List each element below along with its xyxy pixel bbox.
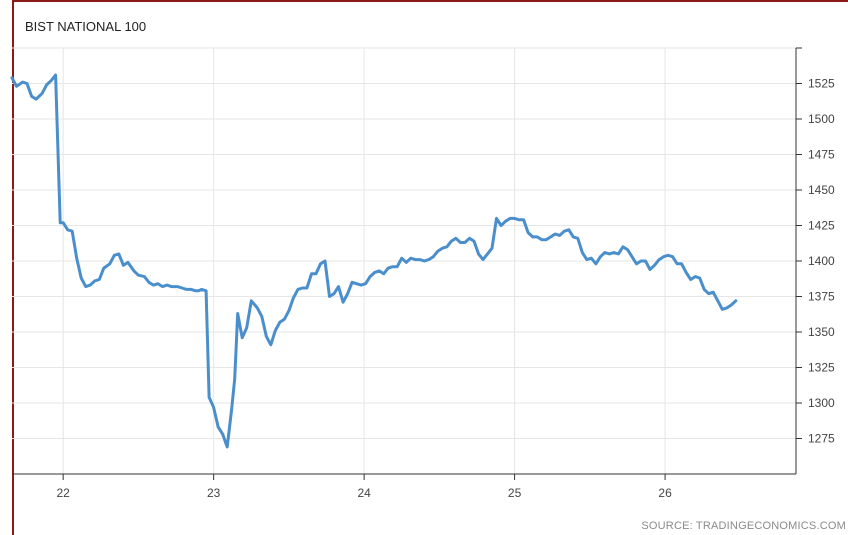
y-tick-label: 1350 [808, 325, 835, 339]
y-tick-label: 1325 [808, 361, 835, 375]
y-tick-label: 1500 [808, 112, 835, 126]
chart-frame [12, 0, 848, 535]
x-tick-label: 23 [207, 486, 221, 500]
chart-title: BIST NATIONAL 100 [25, 19, 147, 34]
tick-labels: 1275 1300 1325 1350 1375 1400 1425 1450 1475 1500… [56, 77, 835, 501]
axes [12, 47, 802, 480]
y-tick-label: 1450 [808, 183, 835, 197]
y-tick-label: 1425 [808, 219, 835, 233]
x-tick-label: 25 [508, 486, 522, 500]
y-tick-label: 1525 [808, 77, 835, 91]
x-tick-label: 26 [658, 486, 672, 500]
grid-lines [12, 47, 796, 474]
x-tick-label: 24 [357, 486, 371, 500]
y-tick-label: 1400 [808, 254, 835, 268]
chart-source: SOURCE: TRADINGECONOMICS.COM [641, 520, 846, 532]
series-group [10, 73, 738, 449]
y-tick-label: 1475 [808, 148, 835, 162]
y-tick-label: 1275 [808, 432, 835, 446]
y-tick-label: 1375 [808, 290, 835, 304]
y-tick-label: 1300 [808, 396, 835, 410]
x-tick-label: 22 [56, 486, 70, 500]
